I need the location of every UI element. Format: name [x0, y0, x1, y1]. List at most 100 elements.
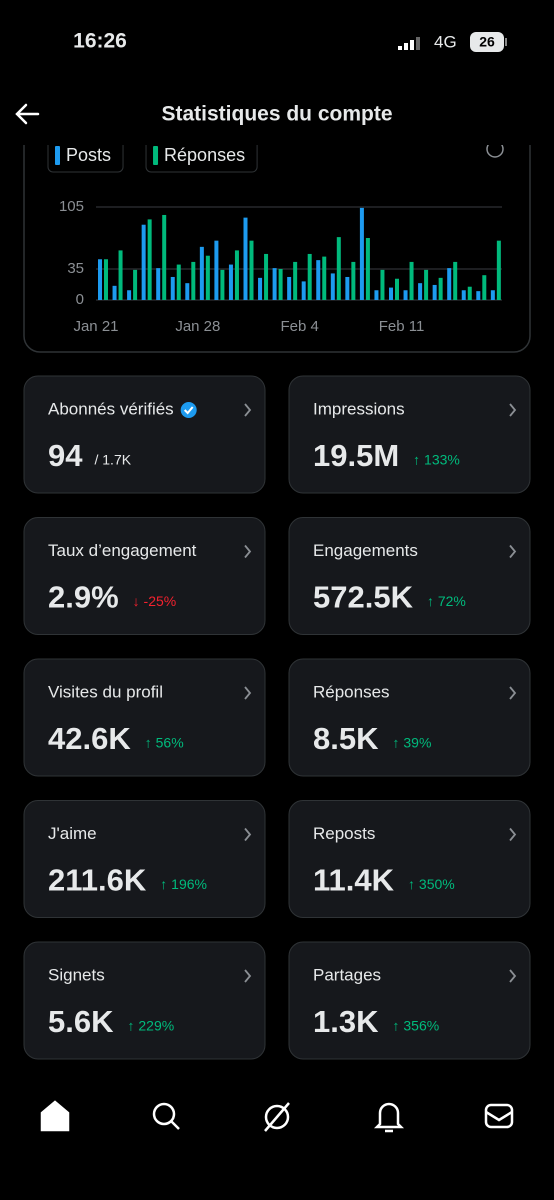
- card-frame: [288, 375, 531, 494]
- bar: [453, 261, 458, 300]
- bar: [476, 291, 481, 300]
- bar: [278, 269, 283, 300]
- bar: [409, 261, 414, 300]
- card-frame: [23, 800, 266, 918]
- stat-card[interactable]: Réponses 8.5K ↑ 39%: [288, 658, 531, 777]
- battery-icon: [470, 32, 504, 52]
- bar: [243, 217, 248, 300]
- legend-item[interactable]: Posts: [47, 139, 124, 173]
- card-value: 5.6K: [48, 1004, 114, 1039]
- bar: [199, 246, 204, 300]
- bar: [98, 259, 102, 300]
- battery-tip: [505, 38, 507, 46]
- card-note: ↑ 229%: [127, 1018, 174, 1034]
- stat-card[interactable]: Engagements 572.5K ↑ 72%: [288, 517, 531, 635]
- grok-icon[interactable]: [264, 1102, 290, 1132]
- x-tick-label: Jan 21: [73, 318, 118, 335]
- card-value: 19.5M: [313, 438, 399, 473]
- card-note: ↓ -25%: [133, 593, 177, 609]
- stat-card[interactable]: J'aime 211.6K ↑ 196%: [23, 800, 266, 918]
- x-tick-label: Feb 4: [281, 318, 319, 335]
- card-value: 94: [48, 438, 83, 473]
- search-icon[interactable]: [152, 1102, 180, 1130]
- card-frame: [288, 517, 531, 635]
- card-note: ↑ 39%: [392, 735, 431, 751]
- card-value: 572.5K: [313, 580, 414, 615]
- card-value: 42.6K: [48, 721, 131, 756]
- card-frame: [23, 375, 266, 494]
- y-tick-label: 105: [59, 198, 84, 215]
- bar: [490, 290, 495, 300]
- bar: [424, 269, 429, 300]
- card-title: Reposts: [313, 824, 375, 843]
- stat-card[interactable]: Taux d’engagement 2.9% ↓ -25%: [23, 517, 266, 635]
- chevron: [509, 827, 517, 842]
- bar: [336, 237, 341, 300]
- bar: [351, 261, 356, 300]
- legend-swatch: [153, 146, 159, 165]
- bottom-nav: [40, 1100, 514, 1133]
- card-frame: [23, 517, 266, 635]
- bar: [389, 287, 393, 300]
- signal-icon: [398, 37, 420, 50]
- legend-label: Réponses: [164, 145, 245, 165]
- verified-badge: [180, 402, 197, 418]
- x-tick-label: Jan 28: [175, 318, 220, 335]
- notifications-icon[interactable]: [373, 1102, 405, 1133]
- bar: [467, 286, 472, 300]
- legend-swatch: [55, 146, 60, 165]
- page-title: Statistiques du compte: [161, 103, 392, 126]
- stat-card[interactable]: Abonnés vérifiés 94 / 1.7K: [23, 375, 266, 494]
- bar: [359, 207, 364, 300]
- messages-icon[interactable]: [484, 1103, 514, 1129]
- bar: [191, 261, 196, 300]
- chevron: [244, 827, 252, 842]
- bar: [322, 256, 327, 300]
- stat-card[interactable]: Signets 5.6K ↑ 229%: [23, 941, 266, 1060]
- card-note: / 1.7K: [94, 452, 131, 468]
- bar: [185, 283, 190, 300]
- card-note: ↑ 56%: [145, 735, 184, 751]
- legend-label: Posts: [66, 145, 111, 165]
- stat-card[interactable]: Partages 1.3K ↑ 356%: [288, 941, 531, 1060]
- y-tick-label: 0: [76, 291, 84, 308]
- x-tick-label: Feb 11: [379, 318, 425, 335]
- bar: [127, 290, 132, 300]
- bar: [496, 240, 501, 300]
- bar: [205, 255, 210, 300]
- top-bar: [0, 0, 554, 145]
- bar: [293, 261, 298, 300]
- y-tick-label: 35: [67, 260, 84, 277]
- card-title: Impressions: [313, 399, 405, 418]
- chevron: [244, 403, 252, 417]
- bar: [272, 268, 277, 300]
- bar: [380, 269, 385, 300]
- chevron: [509, 544, 517, 559]
- back-button[interactable]: [15, 103, 40, 125]
- card-title: Réponses: [313, 682, 390, 701]
- battery-level: 26: [479, 34, 495, 50]
- bar: [447, 268, 452, 300]
- card-title: Engagements: [313, 541, 418, 560]
- card-title: J'aime: [48, 824, 97, 843]
- card-value: 11.4K: [313, 863, 395, 898]
- card-frame: [288, 800, 531, 918]
- card-note: ↑ 350%: [408, 876, 455, 892]
- bar: [330, 273, 335, 300]
- bar: [264, 253, 269, 300]
- bar: [316, 260, 321, 300]
- bar: [249, 240, 254, 300]
- bar: [162, 214, 167, 300]
- card-frame: [288, 941, 531, 1060]
- home-icon[interactable]: [40, 1100, 70, 1132]
- bar: [112, 285, 117, 300]
- stat-card[interactable]: Visites du profil 42.6K ↑ 56%: [23, 658, 266, 777]
- stat-card[interactable]: Reposts 11.4K ↑ 350%: [288, 800, 531, 918]
- bar: [220, 269, 225, 300]
- clock: 16:26: [73, 30, 127, 53]
- chevron: [509, 969, 517, 983]
- stat-card[interactable]: Impressions 19.5M ↑ 133%: [288, 375, 531, 494]
- card-value: 2.9%: [48, 580, 119, 615]
- card-title: Signets: [48, 965, 105, 984]
